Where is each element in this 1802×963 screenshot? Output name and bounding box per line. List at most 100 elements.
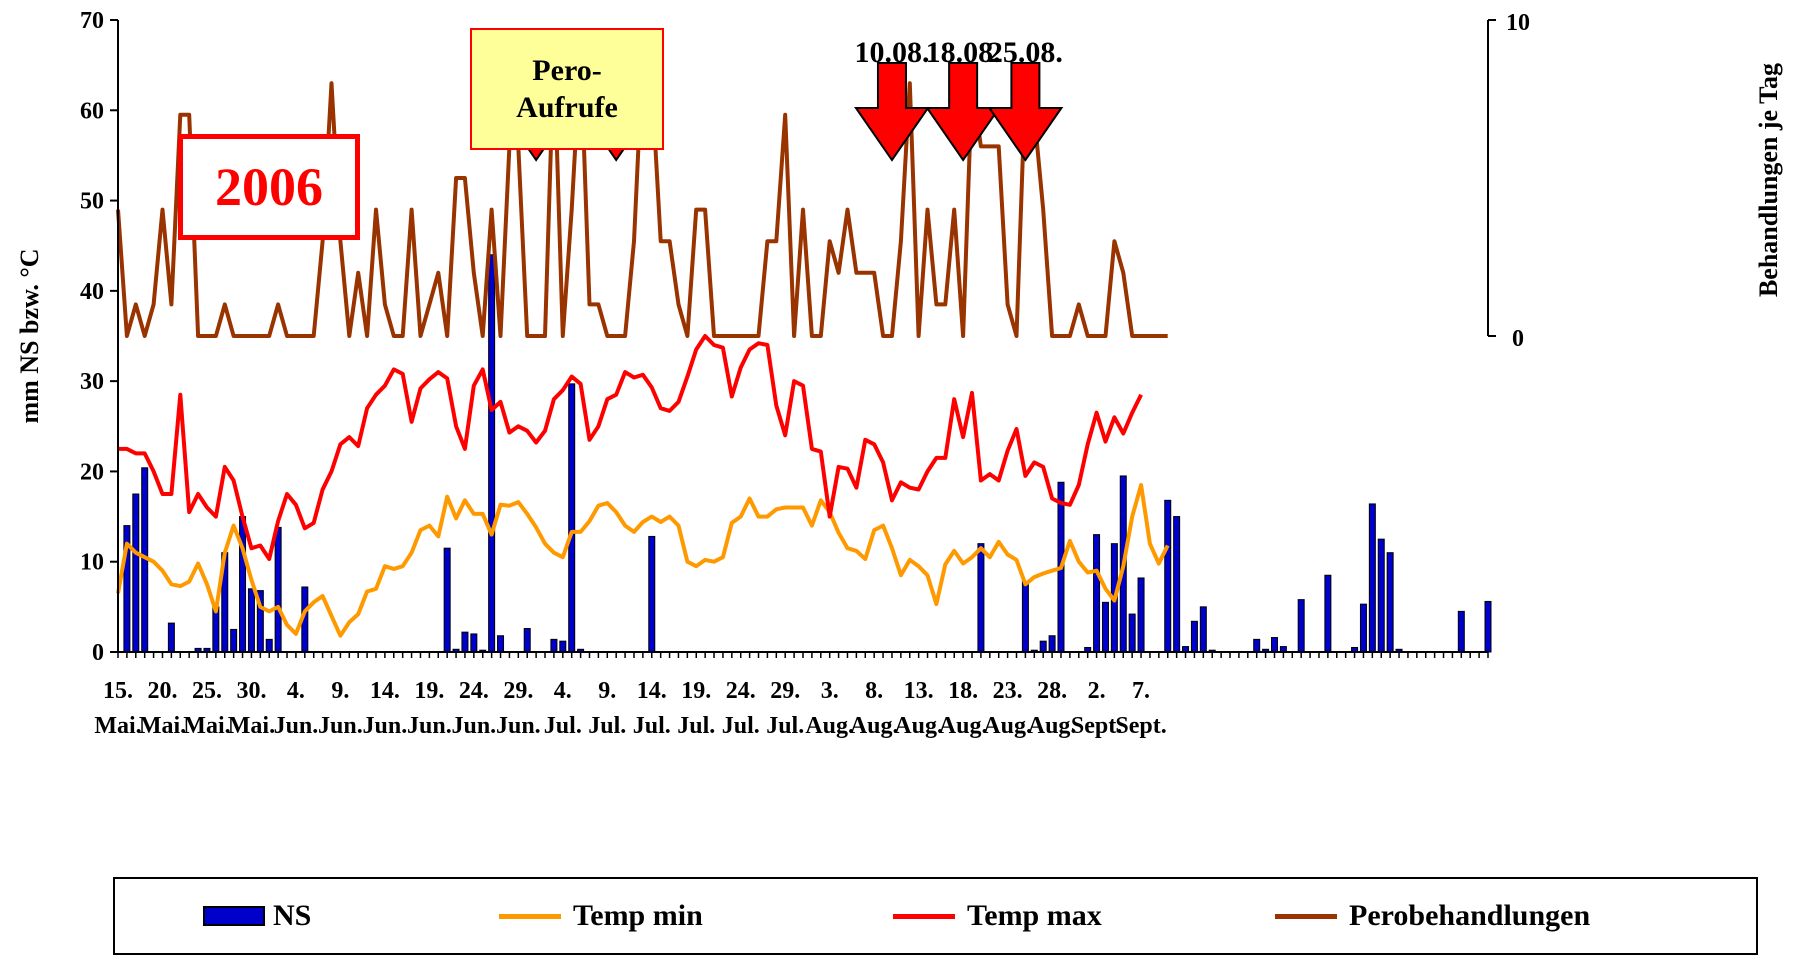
x-tick-label-day: 14. [637,678,667,704]
legend-label-temp-min: Temp min [573,899,703,932]
x-tick-label-day: 29. [503,678,533,704]
ns-bar [1137,577,1145,653]
ns-bar [461,631,469,653]
ns-bar [1368,503,1376,653]
x-tick-label-month: Jul. [766,713,804,739]
ns-bar [1377,538,1385,653]
ns-bar [1199,606,1207,653]
legend: NS Temp min Temp max Perobehandlungen [113,877,1758,955]
ns-bar [523,628,531,653]
ns-bar [1324,574,1332,653]
x-tick-label-month: Mai. [139,713,186,739]
ns-bar [550,638,558,653]
y-tick-label-left: 40 [80,279,104,305]
ns-bar [1386,552,1394,653]
x-tick-label-day: 9. [598,678,616,704]
x-tick-label-day: 29. [770,678,800,704]
ns-bar [568,383,576,653]
legend-item-temp-max: Temp max [893,879,1102,953]
x-tick-label-month: Mai. [183,713,230,739]
ns-bar [247,588,255,653]
y-tick-label-left: 50 [80,189,104,215]
x-tick-label-month: Aug. [983,713,1032,739]
x-tick-label-day: 18. [948,678,978,704]
ns-bar [212,606,220,653]
series-line-temp-max [118,334,1143,561]
x-tick-label-month: Aug. [805,713,854,739]
x-tick-label-day: 14. [370,678,400,704]
x-tick-label-day: 25. [192,678,222,704]
x-tick-label-month: Aug. [1028,713,1077,739]
x-tick-label-month: Jun. [451,713,496,739]
ns-bar [1359,603,1367,653]
ns-bar [1457,610,1465,653]
x-tick-label-month: Jul. [544,713,582,739]
spray-arrow-label: 25.08. [988,36,1063,69]
y-tick-label-right: 0 [1512,326,1524,352]
ns-bar [497,635,505,653]
legend-item-temp-min: Temp min [499,879,703,953]
x-tick-label-month: Aug. [894,713,943,739]
x-tick-label-day: 2. [1088,678,1106,704]
ns-bar [1253,638,1261,653]
ns-bar [1173,516,1181,653]
spray-arrow-label: 18.08. [926,36,1001,69]
series-line-temp-min [116,483,1170,638]
ns-bar [443,547,451,653]
x-tick-label-month: Aug. [850,713,899,739]
x-tick-label-month: Jul. [677,713,715,739]
ns-bar [1093,534,1101,653]
legend-swatch-perobehandlungen [1275,913,1337,919]
y-tick-label-left: 60 [80,98,104,124]
legend-label-temp-max: Temp max [967,899,1102,932]
x-tick-label-day: 13. [904,678,934,704]
ns-bar [1048,635,1056,653]
x-tick-label-month: Jul. [722,713,760,739]
ns-bar [265,638,273,653]
x-tick-label-month: Jun. [407,713,452,739]
legend-swatch-temp-max [893,913,955,919]
x-tick-label-month: Aug. [939,713,988,739]
pero-aufrufe-box: Pero- Aufrufe [470,28,664,150]
x-tick-label-month: Jun. [496,713,541,739]
ns-bar [488,254,496,653]
ns-bar [1270,637,1278,653]
ns-bar [1484,600,1492,653]
ns-bar [1190,620,1198,653]
x-tick-label-month: Sept. [1071,713,1122,739]
y-tick-label-left: 0 [92,640,104,666]
spray-arrow [987,62,1064,162]
x-tick-label-month: Jun. [363,713,408,739]
ns-bar [470,633,478,653]
legend-swatch-ns [203,906,265,926]
pero-aufrufe-text: Pero- Aufrufe [516,53,618,125]
ns-bar [1128,613,1136,653]
x-tick-label-day: 24. [459,678,489,704]
x-tick-label-month: Mai. [94,713,141,739]
legend-swatch-temp-min [499,913,561,919]
ns-bar [1039,640,1047,653]
ns-bar [648,535,656,653]
x-tick-label-day: 20. [147,678,177,704]
y-axis-title-left: mm NS bzw. °C [15,248,44,423]
x-tick-label-month: Jun. [318,713,363,739]
x-tick-label-month: Sept. [1115,713,1166,739]
ns-bar [559,640,567,653]
x-tick-label-day: 8. [865,678,883,704]
spray-arrow-label: 10.08. [854,36,929,69]
x-tick-label-month: Jul. [633,713,671,739]
ns-bar [1297,599,1305,653]
x-tick-label-day: 3. [821,678,839,704]
ns-bar [230,628,238,653]
legend-label-ns: NS [273,899,312,932]
ns-bars [123,254,1492,653]
x-tick-label-day: 9. [331,678,349,704]
legend-label-perobehandlungen: Perobehandlungen [1349,899,1591,932]
y-tick-label-left: 10 [80,550,104,576]
y-tick-label-left: 70 [80,8,104,34]
ns-bar [274,526,282,653]
x-tick-label-day: 7. [1132,678,1150,704]
x-tick-label-day: 28. [1037,678,1067,704]
y-tick-label-left: 30 [80,369,104,395]
